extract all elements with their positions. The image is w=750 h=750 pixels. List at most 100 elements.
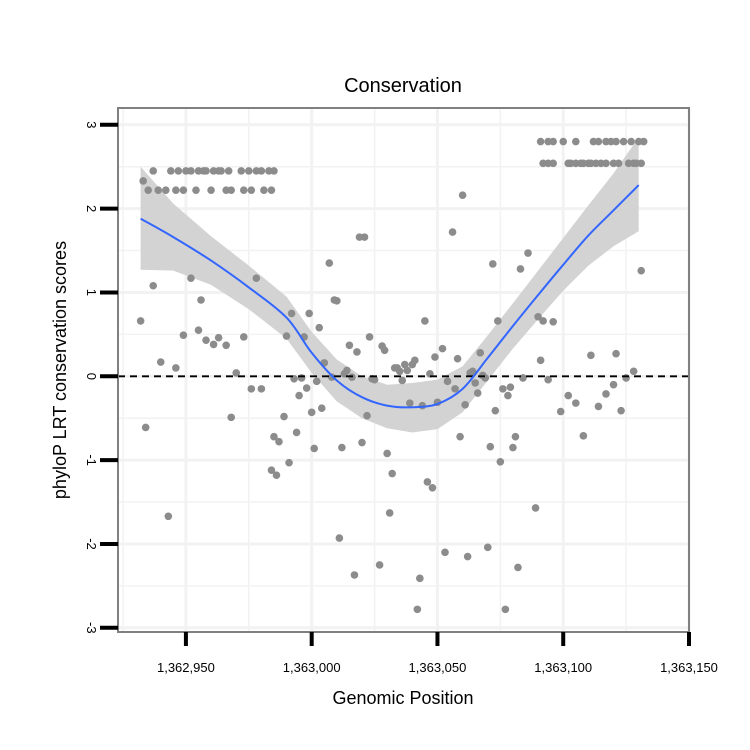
- data-point: [614, 159, 623, 168]
- y-axis: -3 -2 -1 0 1 2 3: [84, 121, 118, 634]
- data-point: [544, 375, 552, 384]
- data-point: [267, 466, 276, 474]
- y-tick-label: -3: [84, 622, 99, 634]
- confidence-ribbon: [140, 137, 639, 433]
- data-point: [549, 137, 557, 146]
- data-point: [267, 186, 276, 194]
- data-point: [197, 296, 205, 304]
- data-point: [245, 167, 253, 175]
- data-point: [612, 349, 620, 358]
- data-point: [358, 438, 366, 447]
- data-point: [524, 249, 532, 257]
- data-point: [136, 317, 145, 325]
- y-tick-label: 1: [84, 289, 99, 296]
- y-tick-label: 0: [84, 373, 99, 380]
- y-tick-label: 2: [84, 205, 99, 212]
- data-point: [609, 380, 618, 389]
- data-point: [438, 344, 447, 353]
- data-point: [473, 389, 482, 397]
- data-point: [380, 346, 389, 355]
- data-point: [572, 399, 580, 407]
- data-point: [275, 437, 283, 446]
- data-point: [247, 186, 256, 194]
- data-point: [207, 186, 215, 194]
- data-point: [310, 444, 319, 453]
- data-point: [156, 358, 165, 366]
- data-point: [413, 605, 422, 614]
- data-point: [612, 137, 620, 146]
- data-point: [634, 137, 643, 146]
- data-point: [403, 366, 412, 375]
- data-points: [136, 137, 648, 614]
- data-point: [343, 366, 351, 375]
- data-point: [333, 297, 341, 305]
- data-point: [209, 340, 218, 349]
- data-point: [227, 413, 235, 422]
- data-point: [428, 483, 437, 492]
- data-point: [239, 333, 248, 341]
- data-point: [491, 406, 500, 415]
- data-point: [307, 408, 316, 417]
- data-point: [556, 407, 565, 416]
- data-point: [353, 348, 361, 356]
- data-point: [345, 341, 354, 350]
- data-point: [315, 323, 324, 332]
- data-point: [305, 309, 313, 318]
- data-point: [302, 384, 311, 392]
- data-point: [458, 191, 467, 199]
- data-point: [411, 356, 419, 365]
- x-tick-label: 1,363,150: [660, 660, 718, 675]
- data-point: [627, 137, 635, 146]
- data-point: [506, 383, 515, 391]
- data-point: [539, 317, 547, 325]
- data-point: [456, 432, 464, 441]
- data-point: [164, 512, 173, 521]
- data-point: [179, 331, 188, 340]
- data-point: [516, 265, 525, 273]
- data-point: [194, 326, 203, 334]
- x-axis: 1,362,950 1,363,000 1,363,050 1,363,100 1,36…: [157, 632, 718, 675]
- gridlines: [118, 108, 691, 632]
- data-point: [463, 552, 472, 561]
- x-axis-title: Genomic Position: [332, 688, 473, 708]
- data-point: [252, 274, 261, 282]
- data-point: [149, 167, 158, 175]
- data-point: [451, 385, 459, 393]
- data-point: [312, 377, 321, 386]
- data-point: [559, 137, 568, 146]
- data-point: [363, 411, 371, 420]
- data-point: [572, 137, 580, 146]
- data-point: [594, 137, 603, 146]
- data-point: [179, 186, 188, 194]
- y-tick-label: -1: [84, 454, 99, 466]
- data-point: [416, 574, 424, 583]
- data-point: [504, 391, 512, 400]
- data-point: [282, 332, 291, 340]
- data-point: [622, 374, 630, 382]
- data-point: [448, 228, 457, 236]
- x-tick-label: 1,362,950: [157, 660, 215, 675]
- data-point: [509, 443, 517, 452]
- data-point: [257, 167, 266, 175]
- data-point: [519, 374, 527, 382]
- data-point: [325, 259, 334, 267]
- data-point: [222, 341, 230, 350]
- plot-frame: [117, 107, 690, 633]
- data-point: [602, 159, 610, 168]
- data-point: [239, 186, 248, 194]
- data-point: [202, 167, 210, 175]
- data-point: [172, 364, 180, 372]
- data-point: [481, 374, 490, 382]
- data-point: [174, 167, 183, 175]
- data-point: [395, 367, 404, 376]
- data-point: [549, 159, 557, 168]
- data-point: [385, 509, 394, 517]
- data-point: [511, 432, 520, 441]
- chart-title: Conservation: [344, 75, 462, 97]
- data-point: [453, 354, 462, 363]
- data-point: [602, 390, 610, 398]
- data-point: [383, 449, 391, 458]
- data-point: [272, 471, 281, 480]
- data-point: [270, 432, 278, 441]
